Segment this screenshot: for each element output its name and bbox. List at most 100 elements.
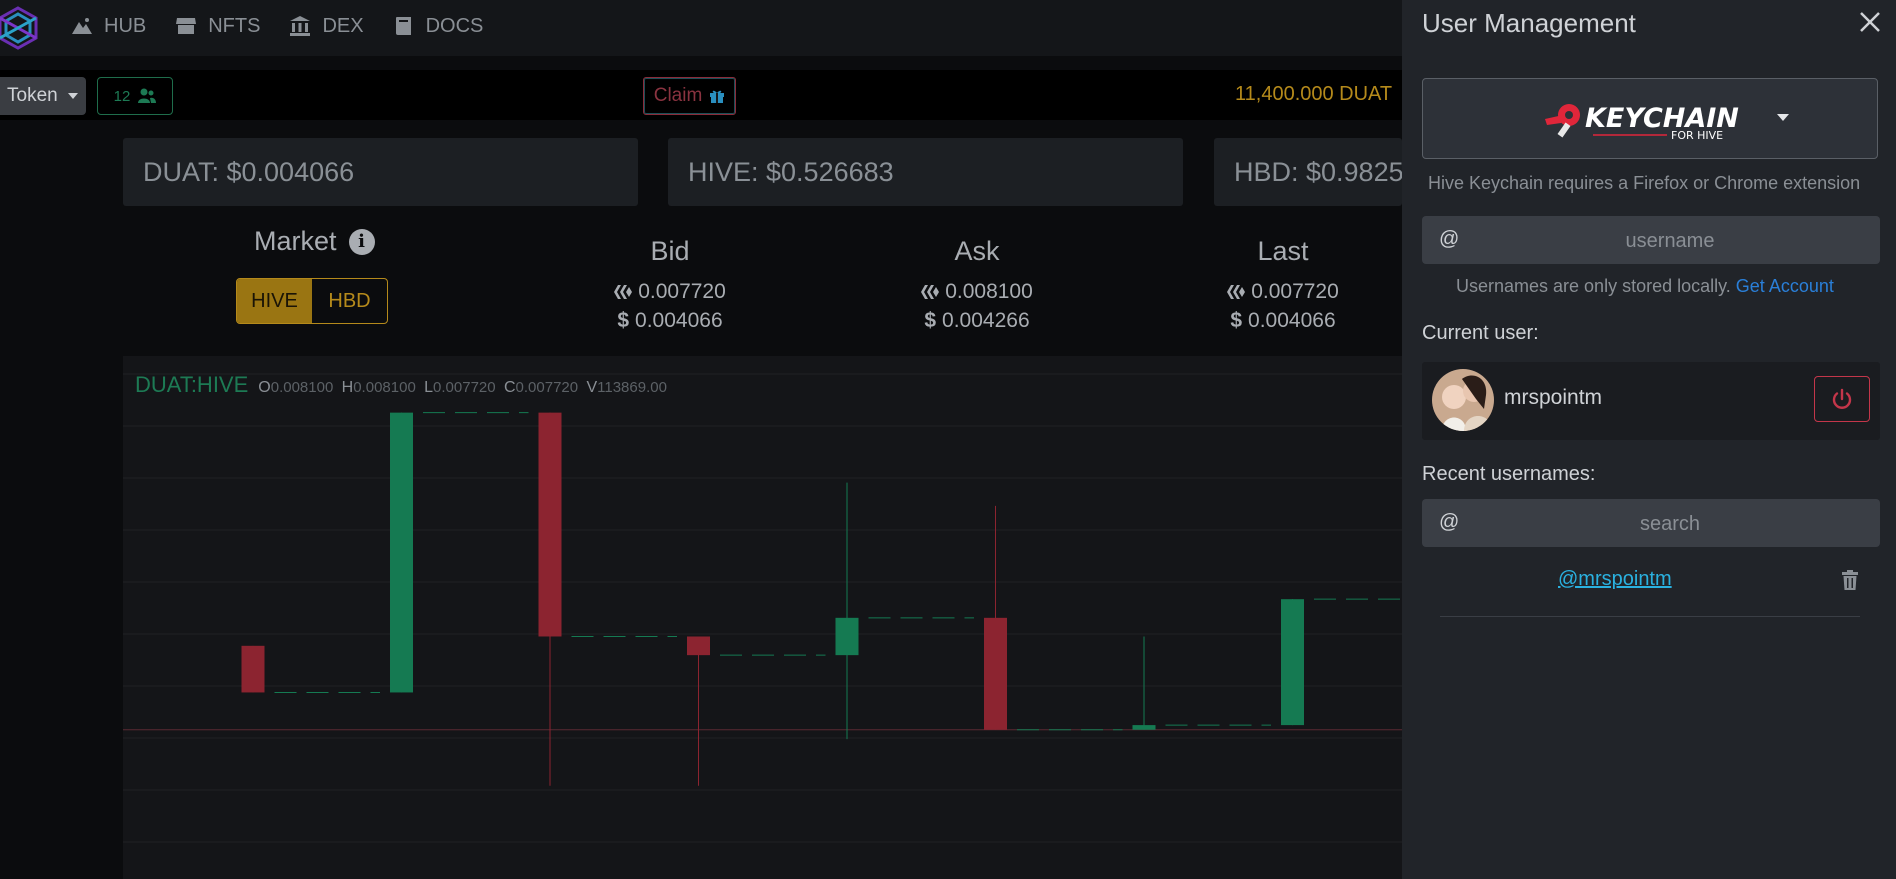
last-stat: Last 0.007720 $0.004066 — [1203, 236, 1363, 335]
last-heading: Last — [1257, 236, 1309, 266]
nav-nfts-label: NFTS — [208, 14, 261, 37]
trash-icon[interactable] — [1839, 569, 1861, 591]
caret-down-icon — [1777, 114, 1789, 121]
chart-legend: DUAT:HIVE O0.008100 H0.008100 L0.007720 … — [135, 372, 667, 398]
market-title-text: Market — [254, 226, 337, 256]
claim-label: Claim — [653, 85, 703, 106]
nav-hub[interactable]: HUB — [70, 14, 146, 38]
get-account-link[interactable]: Get Account — [1735, 276, 1834, 296]
claim-button[interactable]: Claim — [643, 77, 736, 115]
high-value: 0.008100 — [353, 379, 416, 396]
current-username: mrspointm — [1504, 386, 1603, 409]
bank-icon — [290, 16, 311, 36]
close-value: 0.007720 — [515, 379, 579, 396]
ohlc-readout: O0.008100 H0.008100 L0.007720 C0.007720 … — [258, 379, 667, 397]
bid-stat: Bid 0.007720 $0.004066 — [590, 236, 750, 335]
token-dropdown-label: Token — [7, 85, 58, 106]
keychain-logo: KEYCHAIN FOR HIVE — [1545, 103, 1739, 142]
hive-icon — [614, 284, 633, 299]
users-button[interactable]: 12 — [97, 77, 173, 115]
nav-dex[interactable]: DEX — [288, 14, 364, 38]
toggle-hive[interactable]: HIVE — [237, 279, 312, 323]
sub-bar: Token 12 Claim 11,400.000 DUAT — [0, 70, 1402, 120]
top-nav: HUB NFTS DEX DOCS — [0, 0, 1402, 56]
ask-stat: Ask 0.008100 $0.004266 — [897, 236, 1057, 335]
price-chart[interactable]: DUAT:HIVE O0.008100 H0.008100 L0.007720 … — [123, 356, 1402, 879]
search-prefix: @ — [1439, 511, 1460, 533]
low-label: L — [424, 379, 434, 396]
avatar — [1432, 369, 1494, 431]
bid-heading: Bid — [650, 236, 690, 266]
bid-hive: 0.007720 — [638, 280, 726, 303]
users-count: 12 — [113, 87, 131, 105]
current-user-label: Current user: — [1422, 322, 1539, 344]
candle-body — [1281, 599, 1304, 726]
store-icon — [176, 18, 197, 34]
info-icon[interactable]: i — [348, 228, 375, 255]
close-label: C — [503, 379, 516, 396]
current-user-card: mrspointm — [1422, 362, 1880, 440]
low-value: 0.007720 — [433, 379, 496, 396]
candle-body — [984, 617, 1007, 730]
hint-text: Usernames are only stored locally. — [1456, 276, 1731, 296]
candle-body — [1132, 725, 1156, 730]
search-field: @ — [1422, 499, 1880, 549]
hive-price-card: HIVE: $0.526683 — [668, 138, 1183, 206]
login-method-dropdown[interactable]: KEYCHAIN FOR HIVE — [1422, 78, 1878, 159]
hive-icon — [921, 284, 940, 299]
nav-dex-label: DEX — [322, 14, 364, 37]
market-title: Market i — [254, 226, 375, 257]
dollar-icon: $ — [1230, 309, 1243, 332]
search-input[interactable] — [1472, 499, 1868, 549]
username-prefix: @ — [1439, 228, 1460, 250]
duat-price-card: DUAT: $0.004066 — [123, 138, 638, 206]
panel-title: User Management — [1422, 8, 1636, 38]
mountain-icon — [72, 18, 92, 34]
last-hive: 0.007720 — [1251, 280, 1339, 303]
logout-button[interactable] — [1814, 376, 1870, 422]
nav-docs-label: DOCS — [425, 14, 484, 37]
ask-heading: Ask — [954, 236, 1000, 266]
dollar-icon: $ — [617, 309, 630, 332]
token-dropdown[interactable]: Token — [0, 77, 86, 115]
svg-text:FOR HIVE: FOR HIVE — [1671, 129, 1723, 142]
username-field: @ — [1422, 216, 1880, 266]
close-icon[interactable] — [1858, 10, 1882, 34]
bid-usd: 0.004066 — [635, 309, 723, 332]
username-input[interactable] — [1472, 216, 1868, 266]
volume-value: 113869.00 — [597, 379, 667, 396]
gift-icon — [710, 90, 725, 103]
keychain-note: Hive Keychain requires a Firefox or Chro… — [1428, 173, 1861, 193]
volume-label: V — [586, 379, 598, 396]
high-label: H — [341, 379, 354, 396]
nav-nfts[interactable]: NFTS — [174, 14, 260, 38]
toggle-hbd[interactable]: HBD — [328, 289, 371, 312]
hive-engine-logo[interactable] — [0, 6, 40, 50]
user-management-panel: User Management KEYCHAIN FOR HIVE Hive K… — [1402, 0, 1896, 879]
candle-body — [835, 617, 859, 656]
recent-username-link[interactable]: @mrspointm — [1558, 568, 1672, 590]
candle-body — [687, 636, 710, 656]
candle-body — [241, 645, 265, 693]
recent-usernames-label: Recent usernames: — [1422, 463, 1596, 485]
hbd-price-card: HBD: $0.98254 — [1214, 138, 1402, 206]
open-value: 0.008100 — [270, 379, 334, 396]
ask-usd: 0.004266 — [942, 309, 1030, 332]
divider — [1440, 616, 1860, 617]
power-icon — [1832, 388, 1852, 409]
nav-hub-label: HUB — [104, 14, 147, 37]
ask-hive: 0.008100 — [945, 280, 1033, 303]
chart-pair: DUAT:HIVE — [135, 372, 249, 397]
hive-icon — [1227, 284, 1246, 299]
candlestick-chart[interactable] — [123, 356, 1402, 879]
nav-docs[interactable]: DOCS — [392, 14, 484, 38]
caret-down-icon — [67, 93, 78, 99]
username-hint: Usernames are only stored locally. Get A… — [1456, 276, 1834, 297]
base-currency-toggle: HIVE HBD — [236, 278, 388, 324]
candle-body — [390, 412, 413, 693]
open-label: O — [258, 379, 271, 396]
token-balance: 11,400.000 DUAT — [1235, 83, 1393, 105]
candle-body — [538, 412, 562, 637]
svg-text:KEYCHAIN: KEYCHAIN — [1585, 103, 1739, 134]
dollar-icon: $ — [924, 309, 937, 332]
